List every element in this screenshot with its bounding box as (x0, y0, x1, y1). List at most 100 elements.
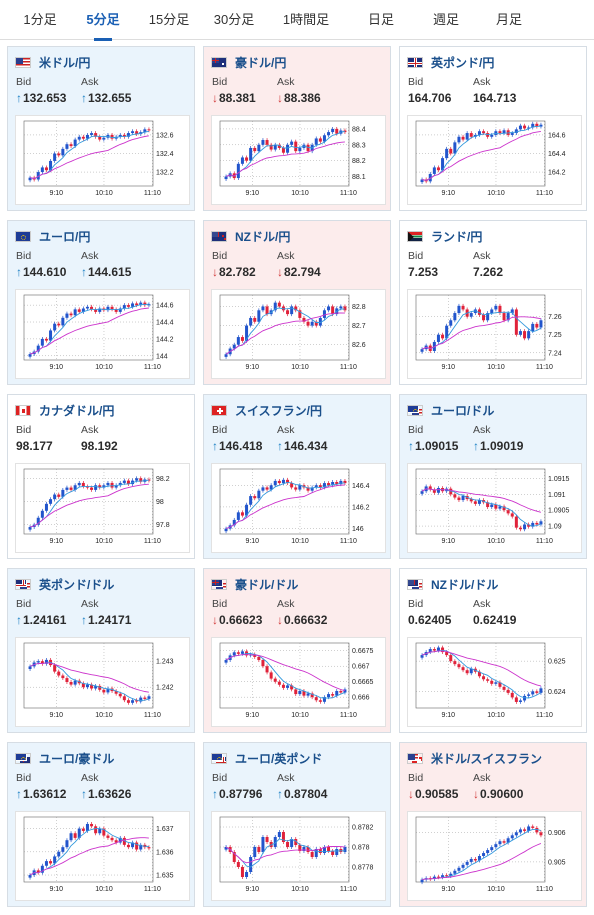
currency-pair-link[interactable]: ユーロ/ドル (431, 403, 495, 418)
bid-price: ↓0.90585 (408, 787, 458, 801)
ask-price: ↓0.66632 (277, 613, 327, 627)
candle-body (502, 130, 506, 134)
y-tick-label: 7.26 (548, 314, 562, 321)
currency-pair-link[interactable]: ユーロ/英ポンド (235, 751, 323, 766)
currency-pair-link[interactable]: ランド/円 (431, 229, 483, 244)
y-tick-label: 1.636 (156, 849, 174, 856)
ask-label: Ask (277, 250, 295, 262)
chart-container[interactable]: 0.6675 0.667 0.6665 0.666 9:10 10:10 11:10 (211, 637, 386, 727)
candle-body (327, 132, 331, 136)
candle-body (253, 147, 257, 152)
tab-3[interactable]: 30分足 (213, 12, 255, 27)
y-tick-label: 0.8782 (352, 825, 374, 832)
currency-pair-link[interactable]: 米ドル/スイスフラン (431, 751, 542, 766)
candle-body (69, 313, 73, 316)
candle-body (61, 148, 65, 156)
tab-4[interactable]: 1時間足 (282, 12, 330, 27)
currency-pair-link[interactable]: 英ポンド/ドル (39, 577, 115, 592)
currency-pair-link[interactable]: NZドル/円 (235, 229, 291, 244)
candle-body (461, 136, 465, 140)
x-tick-label: 10:10 (291, 538, 309, 545)
rate-card[interactable]: ランド/円 Bid Ask 7.253 7.262 7.26 7.25 7.24 9:10 10:… (399, 220, 587, 385)
currency-pair-link[interactable]: ユーロ/豪ドル (39, 751, 115, 766)
chart-container[interactable]: 1.637 1.636 1.635 9:10 10:10 11:10 (15, 811, 190, 901)
currency-pair-link[interactable]: 米ドル/円 (39, 55, 91, 70)
candle-body (461, 305, 465, 310)
candle-body (147, 479, 151, 481)
bid-value: 144.610 (23, 265, 67, 279)
x-tick-label: 10:10 (291, 190, 309, 197)
candle-body (135, 842, 139, 850)
tab-5[interactable]: 日足 (367, 12, 394, 27)
rate-card[interactable]: ユーロ/円 Bid Ask ↑144.610 ↑144.615 144.6 144.4 144… (7, 220, 195, 385)
tab-6[interactable]: 週足 (432, 12, 459, 27)
card-header: ランド/円 (407, 228, 482, 244)
rate-card[interactable]: カナダドル/円 Bid Ask 98.177 98.192 98.2 98 97.8 9:10 1… (7, 394, 195, 559)
candle-body (53, 153, 57, 161)
rate-card[interactable]: ユーロ/豪ドル Bid Ask ↑1.63612 ↑1.63626 1.637 1.636 1… (7, 742, 195, 907)
candle-body (232, 852, 236, 862)
currency-pair-link[interactable]: カナダドル/円 (39, 403, 115, 418)
bid-price: ↑0.87796 (212, 787, 262, 801)
rate-card[interactable]: 豪ドル/円 Bid Ask ↓88.381 ↓88.386 88.4 88.3 88.2 88.… (203, 46, 391, 211)
chart-container[interactable]: 88.4 88.3 88.2 88.1 9:10 10:10 11:10 (211, 115, 386, 205)
rate-card[interactable]: 豪ドル/ドル Bid Ask ↓0.66623 ↓0.66632 0.6675 0.667 0… (203, 568, 391, 733)
candle-body (527, 524, 531, 527)
currency-pair-link[interactable]: スイスフラン/円 (235, 403, 322, 418)
candle-body (498, 841, 502, 845)
rate-card[interactable]: ユーロ/英ポンド Bid Ask ↑0.87796 ↑0.87804 0.8782 0.87… (203, 742, 391, 907)
chart-container[interactable]: 144.6 144.4 144.2 144 9:10 10:10 11:10 (15, 289, 190, 379)
candle-body (98, 685, 102, 690)
candle-body (81, 308, 85, 312)
chart-container[interactable]: 0.906 0.905 9:10 10:10 11:10 (407, 811, 582, 901)
rate-card[interactable]: 英ポンド/円 Bid Ask 164.706 164.713 164.6 164.4 164.… (399, 46, 587, 211)
tab-7[interactable]: 月足 (495, 12, 522, 27)
candle-body (224, 847, 228, 850)
currency-pair-link[interactable]: 豪ドル/ドル (235, 577, 299, 592)
x-tick-label: 9:10 (245, 190, 259, 197)
ask-value: 0.87804 (284, 787, 328, 801)
rate-card[interactable]: 米ドル/スイスフラン Bid Ask ↓0.90585 ↓0.90600 0.906 0.9… (399, 742, 587, 907)
currency-pair-link[interactable]: 英ポンド/円 (431, 55, 495, 70)
candle-body (490, 309, 494, 314)
currency-pair-link[interactable]: NZドル/ドル (431, 577, 499, 592)
chart-container[interactable]: 82.8 82.7 82.6 9:10 10:10 11:10 (211, 289, 386, 379)
ask-value: 82.794 (284, 265, 321, 279)
rate-card[interactable]: NZドル/円 Bid Ask ↓82.782 ↓82.794 82.8 82.7 82.6 9:… (203, 220, 391, 385)
plot-frame (23, 642, 154, 709)
chart-container[interactable]: 164.6 164.4 164.2 9:10 10:10 11:10 (407, 115, 582, 205)
candle-body (118, 134, 122, 137)
candle-body (94, 685, 98, 689)
currency-pair-link[interactable]: ユーロ/円 (39, 229, 91, 244)
rate-card[interactable]: 米ドル/円 Bid Ask ↑132.653 ↑132.655 132.6 132.4 132… (7, 46, 195, 211)
rate-card[interactable]: スイスフラン/円 Bid Ask ↑146.418 ↑146.434 146.4 146.2… (203, 394, 391, 559)
rate-card[interactable]: ユーロ/ドル Bid Ask ↑1.09015 ↑1.09019 1.0915 1.091 1… (399, 394, 587, 559)
ask-label: Ask (473, 424, 491, 436)
y-tick-label: 164.2 (548, 170, 566, 177)
chart-container[interactable]: 132.6 132.4 132.2 9:10 10:10 11:10 (15, 115, 190, 205)
rate-card[interactable]: 英ポンド/ドル Bid Ask ↑1.24161 ↑1.24171 1.243 1.242 9… (7, 568, 195, 733)
rate-card[interactable]: NZドル/ドル Bid Ask 0.62405 0.62419 0.625 0.624 9:1… (399, 568, 587, 733)
tab-2[interactable]: 15分足 (148, 12, 190, 27)
tab-1[interactable]: 5分足 (80, 0, 126, 41)
bid-value: 132.653 (23, 91, 67, 105)
chart-container[interactable]: 0.625 0.624 9:10 10:10 11:10 (407, 637, 582, 727)
candle-body (531, 323, 535, 332)
chart-container[interactable]: 7.26 7.25 7.24 9:10 10:10 11:10 (407, 289, 582, 379)
y-tick-label: 144 (156, 353, 168, 360)
ask-price: ↓82.794 (277, 265, 321, 279)
chart-container[interactable]: 1.243 1.242 9:10 10:10 11:10 (15, 637, 190, 727)
chart-container[interactable]: 146.4 146.2 146 9:10 10:10 11:10 (211, 463, 386, 553)
tab-0[interactable]: 1分足 (23, 12, 57, 27)
currency-pair-link[interactable]: 豪ドル/円 (235, 55, 287, 70)
chart-container[interactable]: 1.0915 1.091 1.0905 1.09 9:10 10:10 11:10 (407, 463, 582, 553)
y-tick-label: 97.8 (156, 522, 170, 529)
chart-container[interactable]: 98.2 98 97.8 9:10 10:10 11:10 (15, 463, 190, 553)
candle-body (147, 304, 151, 306)
ask-price: 7.262 (473, 265, 503, 279)
x-tick-label: 9:10 (441, 190, 455, 197)
candle-body (143, 129, 147, 133)
candle-body (69, 833, 73, 841)
chart-container[interactable]: 0.8782 0.878 0.8778 9:10 10:10 11:10 (211, 811, 386, 901)
candle-body (81, 828, 85, 831)
